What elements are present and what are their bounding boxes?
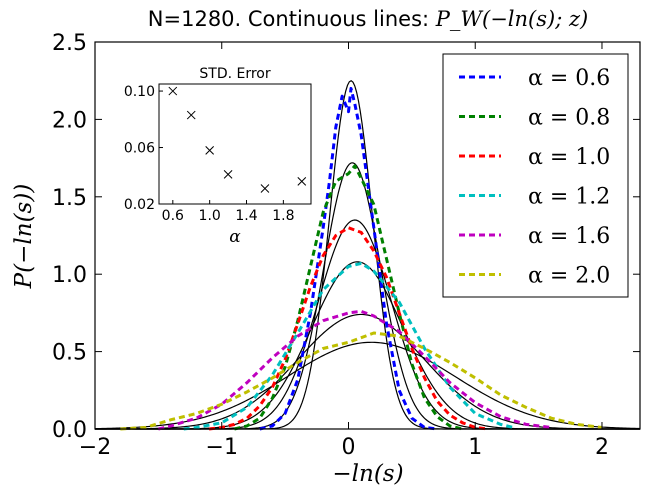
y-tick-label-5: 2.0 bbox=[52, 108, 87, 133]
inset-point-3 bbox=[205, 145, 215, 155]
inset-frame bbox=[158, 83, 312, 205]
inset-x-tick-label-3: 1.4 bbox=[235, 208, 257, 224]
inset-point-stroke-b bbox=[297, 177, 307, 186]
inset-x-axis-label: α bbox=[229, 227, 241, 247]
series-line-6 bbox=[120, 331, 603, 431]
inset-point-6 bbox=[297, 177, 307, 186]
inset-x-tick-label-2: 1.0 bbox=[199, 208, 221, 224]
inset-point-4 bbox=[223, 169, 233, 179]
inset-x-tick-label-4: 1.8 bbox=[272, 208, 294, 224]
y-tick-label-3: 1.0 bbox=[52, 263, 87, 288]
inset-point-2 bbox=[186, 110, 196, 120]
inset-point-stroke-b bbox=[168, 86, 178, 96]
x-tick-label-5: 2 bbox=[595, 435, 609, 460]
x-tick-label-1: −2 bbox=[79, 435, 111, 460]
inset-point-stroke-b bbox=[260, 184, 270, 193]
y-tick-label-2: 0.5 bbox=[52, 341, 87, 366]
inset-y-tick-label-1: 0.02 bbox=[124, 197, 155, 213]
inset-title: STD. Error bbox=[199, 66, 270, 82]
legend-label-4: α = 1.2 bbox=[528, 185, 610, 210]
fit-curve-6 bbox=[94, 341, 641, 430]
inset-plot: STD. Error 0.6 1.0 1.4 1.8 0.02 0.06 0.10 α bbox=[124, 66, 312, 247]
series-line-2 bbox=[234, 164, 463, 431]
y-tick-label-4: 1.5 bbox=[52, 186, 87, 211]
legend-label-5: α = 1.6 bbox=[528, 224, 610, 249]
series-line-3 bbox=[208, 226, 489, 431]
chart-title-math: P_W(−ln(s); z) bbox=[435, 7, 588, 31]
inset-y-tick-label-3: 0.10 bbox=[124, 84, 155, 100]
legend: α = 0.6 α = 0.8 α = 1.0 α = 1.2 α = 1.6 α = 2… bbox=[442, 53, 629, 298]
x-tick-label-4: 1 bbox=[468, 435, 482, 460]
chart-title: N=1280. Continuous lines: P_W(−ln(s); z) bbox=[148, 7, 588, 31]
x-axis-label: −ln(s) bbox=[332, 461, 403, 487]
inset-point-stroke-b bbox=[205, 145, 215, 155]
y-tick-label-1: 0.0 bbox=[52, 418, 87, 443]
x-tick-label-2: −1 bbox=[206, 435, 238, 460]
plot-frame bbox=[94, 41, 641, 430]
legend-label-3: α = 1.0 bbox=[528, 145, 610, 170]
legend-box bbox=[442, 53, 629, 298]
series-line-1 bbox=[259, 86, 438, 431]
y-tick-label-6: 2.5 bbox=[52, 31, 87, 56]
chart-title-prefix: N=1280. Continuous lines: bbox=[148, 7, 436, 31]
y-axis-label: P(−ln(s)) bbox=[11, 184, 37, 290]
legend-label-6: α = 2.0 bbox=[528, 264, 610, 289]
legend-label-2: α = 0.8 bbox=[528, 106, 610, 131]
inset-point-stroke-b bbox=[223, 169, 233, 179]
inset-point-stroke-b bbox=[186, 110, 196, 120]
inset-y-tick-label-2: 0.06 bbox=[124, 141, 155, 157]
x-tick-label-3: 0 bbox=[341, 435, 355, 460]
main-plot: −2 −1 0 1 2 0.0 0.5 1.0 1.5 2.0 2.5 bbox=[52, 31, 641, 460]
series-line-4 bbox=[183, 261, 514, 431]
inset-x-tick-label-1: 0.6 bbox=[162, 208, 184, 224]
inset-point-5 bbox=[260, 184, 270, 193]
legend-label-1: α = 0.6 bbox=[528, 66, 610, 91]
fit-curve-5 bbox=[95, 313, 640, 430]
inset-point-1 bbox=[168, 86, 178, 96]
